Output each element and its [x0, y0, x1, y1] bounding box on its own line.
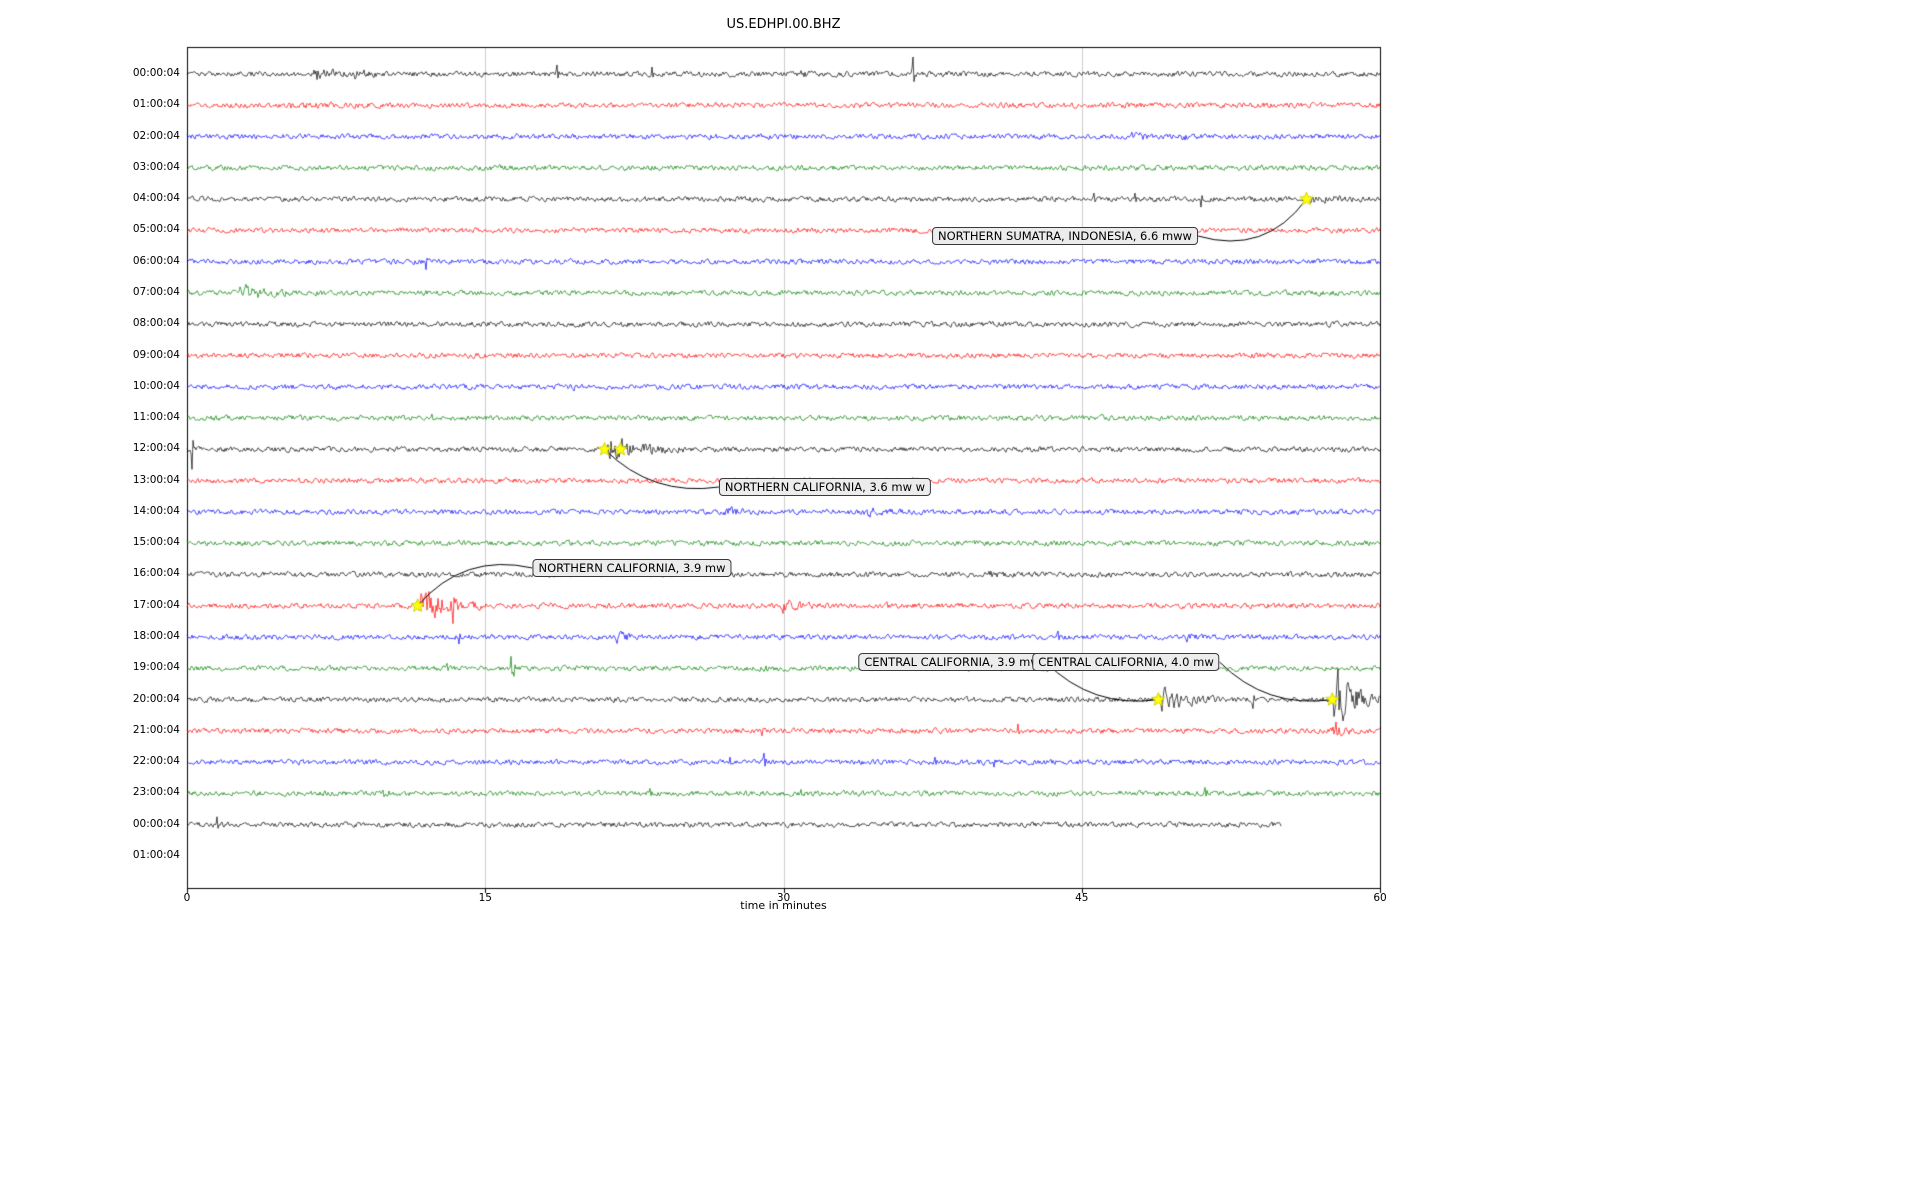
x-tick-label: 60: [1373, 892, 1387, 904]
x-tick-label: 45: [1075, 892, 1089, 904]
row-time-label: 22:00:04: [132, 755, 180, 768]
x-axis-label: time in minutes: [740, 899, 827, 912]
figure-title: US.EDHPI.00.BHZ: [726, 17, 841, 32]
event-annotation: NORTHERN SUMATRA, INDONESIA, 6.6 mww: [932, 227, 1198, 245]
row-time-label: 07:00:04: [132, 285, 180, 298]
event-annotation: CENTRAL CALIFORNIA, 4.0 mw: [1032, 653, 1220, 671]
row-time-label: 17:00:04: [132, 598, 180, 611]
row-time-label: 05:00:04: [132, 223, 180, 236]
event-annotation: NORTHERN CALIFORNIA, 3.6 mw w: [718, 478, 932, 496]
row-time-label: 15:00:04: [132, 536, 180, 549]
event-annotation: CENTRAL CALIFORNIA, 3.9 mw: [858, 653, 1046, 671]
row-time-label: 01:00:04: [132, 849, 180, 861]
row-time-label: 06:00:04: [132, 254, 180, 267]
x-tick-label: 30: [776, 892, 791, 904]
row-time-label: 04:00:04: [132, 192, 180, 205]
row-time-label: 01:00:04: [132, 98, 180, 111]
row-time-label: 00:00:04: [132, 67, 180, 79]
row-time-label: 16:00:04: [132, 567, 180, 580]
row-time-label: 21:00:04: [132, 723, 180, 736]
row-time-label: 19:00:04: [132, 661, 180, 674]
row-time-label: 14:00:04: [132, 504, 180, 517]
row-time-label: 23:00:04: [132, 786, 180, 799]
row-time-label: 08:00:04: [132, 317, 180, 330]
row-time-label: 12:00:04: [132, 442, 180, 455]
row-time-label: 02:00:04: [132, 129, 180, 142]
row-time-label: 10:00:04: [132, 379, 180, 392]
x-tick-label: 0: [183, 892, 191, 904]
x-tick-label: 15: [478, 892, 492, 904]
row-time-label: 18:00:04: [132, 630, 180, 643]
event-annotation: NORTHERN CALIFORNIA, 3.9 mw: [532, 559, 732, 577]
row-time-label: 13:00:04: [132, 473, 180, 486]
row-time-label: 03:00:04: [132, 160, 180, 173]
row-time-label: 11:00:04: [132, 411, 180, 424]
row-time-label: 00:00:04: [132, 817, 180, 830]
row-time-label: 20:00:04: [132, 692, 180, 705]
row-time-label: 09:00:04: [132, 348, 180, 361]
